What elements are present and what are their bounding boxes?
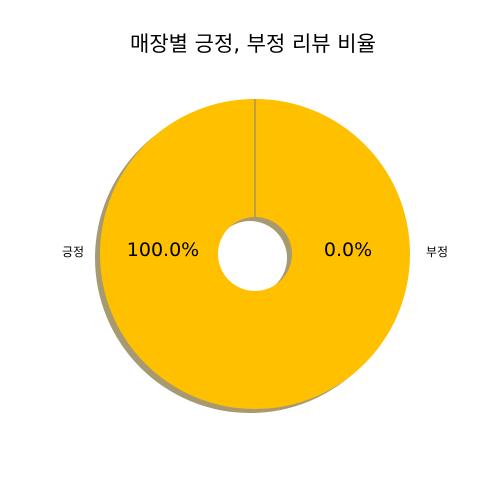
slice-label-positive: 긍정 — [62, 245, 84, 259]
slice-percent-positive: 100.0% — [127, 239, 199, 261]
slice-percent-negative: 0.0% — [324, 239, 372, 261]
slice-positive — [99, 98, 410, 410]
chart-title: 매장별 긍정, 부정 리뷰 비율 — [130, 32, 376, 56]
slice-label-negative: 부정 — [426, 245, 448, 259]
pie-slices — [94, 98, 410, 414]
